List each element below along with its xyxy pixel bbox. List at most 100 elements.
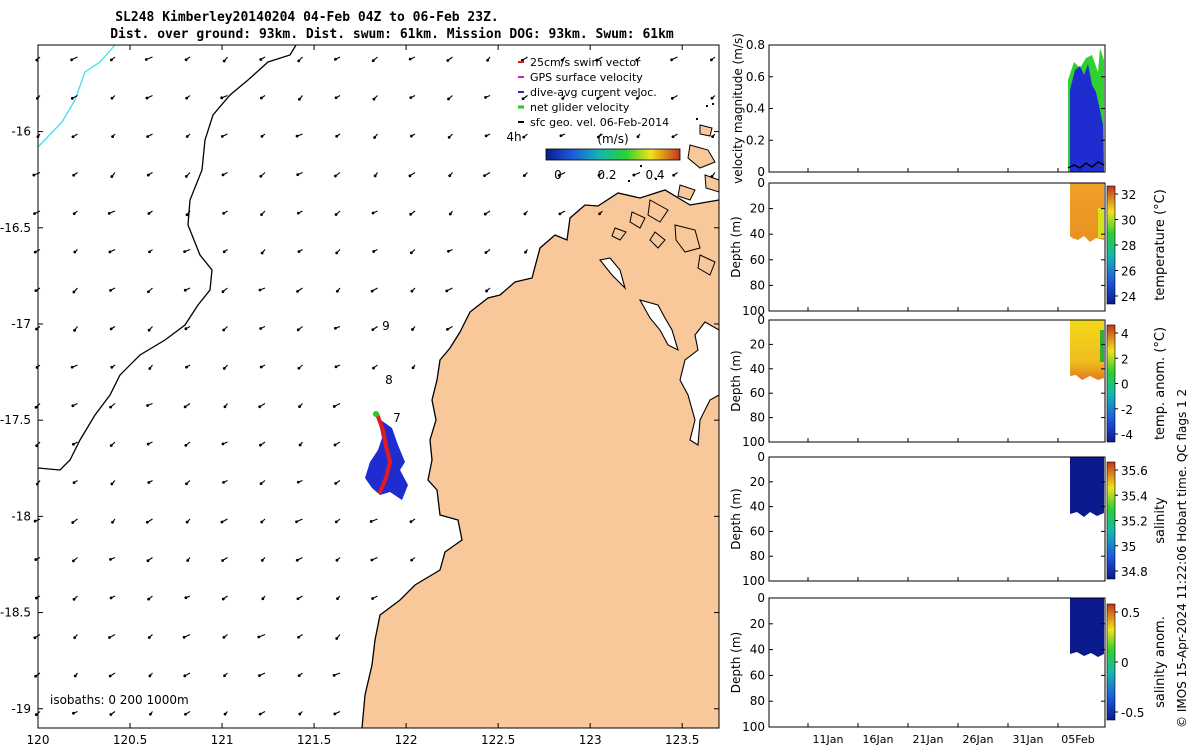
velocity-arrow	[145, 95, 153, 100]
velocity-arrow	[109, 556, 116, 561]
panel1-cbar-tick-4: 24	[1121, 290, 1136, 304]
velocity-arrow	[110, 364, 116, 369]
velocity-arrow	[296, 326, 303, 332]
legend-label-gps: GPS surface velocity	[530, 71, 643, 84]
velocity-arrow	[220, 518, 228, 524]
velocity-arrow	[334, 518, 341, 524]
panel3-ytick-label-0: 0	[757, 450, 765, 464]
velocity-arrow	[223, 403, 228, 409]
velocity-arrow	[71, 133, 78, 139]
panel1-ytick-label-0: 0	[757, 176, 765, 190]
velocity-arrow	[333, 172, 341, 178]
velocity-arrow	[257, 633, 266, 639]
velocity-arrow	[369, 518, 378, 523]
velocity-arrow	[70, 56, 78, 62]
salinity-anomaly-section	[1070, 598, 1104, 657]
velocity-arrow	[183, 672, 191, 678]
panel0-ytick-label-3: 0.2	[746, 133, 765, 147]
velocity-arrow	[410, 557, 416, 562]
panel3-cbar-tick-0: 35.6	[1121, 464, 1148, 478]
panel2-cbar-label: temp. anom. (°C)	[1153, 327, 1168, 440]
velocity-arrow	[334, 56, 341, 61]
velocity-arrow	[334, 210, 341, 216]
velocity-arrow	[186, 557, 191, 562]
velocity-arrow	[486, 56, 491, 62]
velocity-arrow	[260, 518, 266, 524]
temp-anomaly-section	[1070, 320, 1104, 380]
velocity-arrow	[595, 56, 603, 62]
panel4-ytick-label-4: 80	[750, 694, 765, 708]
velocity-arrow	[298, 403, 303, 409]
velocity-arrow	[259, 95, 266, 100]
velocity-arrow	[670, 95, 678, 100]
panel2-ytick-label-0: 0	[757, 313, 765, 327]
salinity-section	[1070, 457, 1104, 517]
velocity-arrow	[260, 133, 266, 138]
velocity-arrow	[446, 326, 453, 331]
panel3-cbar-label: salinity	[1153, 497, 1168, 544]
velocity-arrow	[147, 634, 153, 639]
velocity-arrow	[72, 441, 78, 446]
time-tick-label-1: 16Jan	[863, 733, 894, 746]
velocity-arrow	[108, 634, 116, 639]
velocity-arrow	[147, 595, 153, 601]
map-ytick-label-6: -19	[11, 702, 31, 716]
velocity-arrow	[297, 95, 303, 101]
map-frame	[37, 44, 720, 729]
velocity-arrow	[597, 172, 603, 177]
velocity-arrow	[710, 172, 716, 178]
title-line2: Dist. over ground: 93km. Dist. swum: 61k…	[110, 27, 674, 42]
velocity-arrow	[332, 403, 341, 408]
velocity-arrow	[635, 56, 641, 62]
velocity-arrow	[520, 56, 528, 62]
velocity-arrow	[332, 672, 341, 677]
velocity-arrow	[522, 133, 528, 139]
title-line1: SL248 Kimberley20140204 04-Feb 04Z to 06…	[115, 10, 499, 25]
velocity-panel	[768, 44, 1106, 173]
velocity-arrow	[596, 133, 603, 139]
velocity-arrow	[72, 710, 78, 715]
panel1-ytick-label-1: 20	[750, 202, 765, 216]
panel1-cbar-tick-3: 26	[1121, 265, 1136, 279]
velocity-arrow	[184, 326, 191, 331]
velocity-arrow	[710, 56, 716, 62]
velocity-arrow	[185, 480, 191, 486]
panel4-ytick-label-2: 40	[750, 643, 765, 657]
panel0-ytick-label-0: 0.8	[746, 38, 765, 52]
velocity-arrow	[448, 172, 453, 178]
velocity-arrow	[524, 249, 528, 254]
velocity-arrow	[221, 287, 228, 293]
panel1-cbar-label: temperature (°C)	[1153, 189, 1168, 301]
velocity-arrow	[335, 249, 341, 255]
velocity-arrow	[334, 95, 341, 100]
panel3-ytick-label-5: 100	[742, 574, 765, 588]
velocity-arrow	[146, 133, 153, 138]
isobaths-note: isobaths: 0 200 1000m	[50, 693, 189, 707]
panel3-cbar-tick-2: 35.2	[1121, 515, 1148, 529]
velocity-arrow	[223, 711, 228, 716]
panel0-ytick-label-1: 0.6	[746, 70, 765, 84]
hour-label: 4h	[506, 130, 521, 144]
panel2-cbar-tick-1: 2	[1121, 352, 1129, 366]
velocity-arrow	[73, 672, 78, 678]
map-xtick-label-4: 122	[395, 733, 418, 747]
velocity-arrow	[371, 326, 378, 332]
map-legend: 25cm/s swim vector GPS surface velocity …	[518, 56, 669, 129]
panel2-ytick-label-3: 60	[750, 386, 765, 400]
map-xtick-label-1: 120.5	[113, 733, 147, 747]
inlet-1	[679, 321, 720, 446]
velocity-arrow	[184, 711, 191, 716]
velocity-arrow	[147, 287, 153, 294]
velocity-arrow	[484, 249, 491, 254]
inlet-2	[638, 299, 679, 352]
velocity-arrow	[408, 172, 416, 178]
panel3-ylabel: Depth (m)	[729, 488, 743, 549]
panel0-ytick-label-4: 0	[757, 165, 765, 179]
salinity-panel	[768, 456, 1106, 582]
velocity-arrow	[184, 441, 191, 447]
temp-anomaly-panel	[768, 319, 1106, 443]
velocity-arrow	[222, 480, 228, 484]
panel2-ylabel: Depth (m)	[729, 350, 743, 411]
